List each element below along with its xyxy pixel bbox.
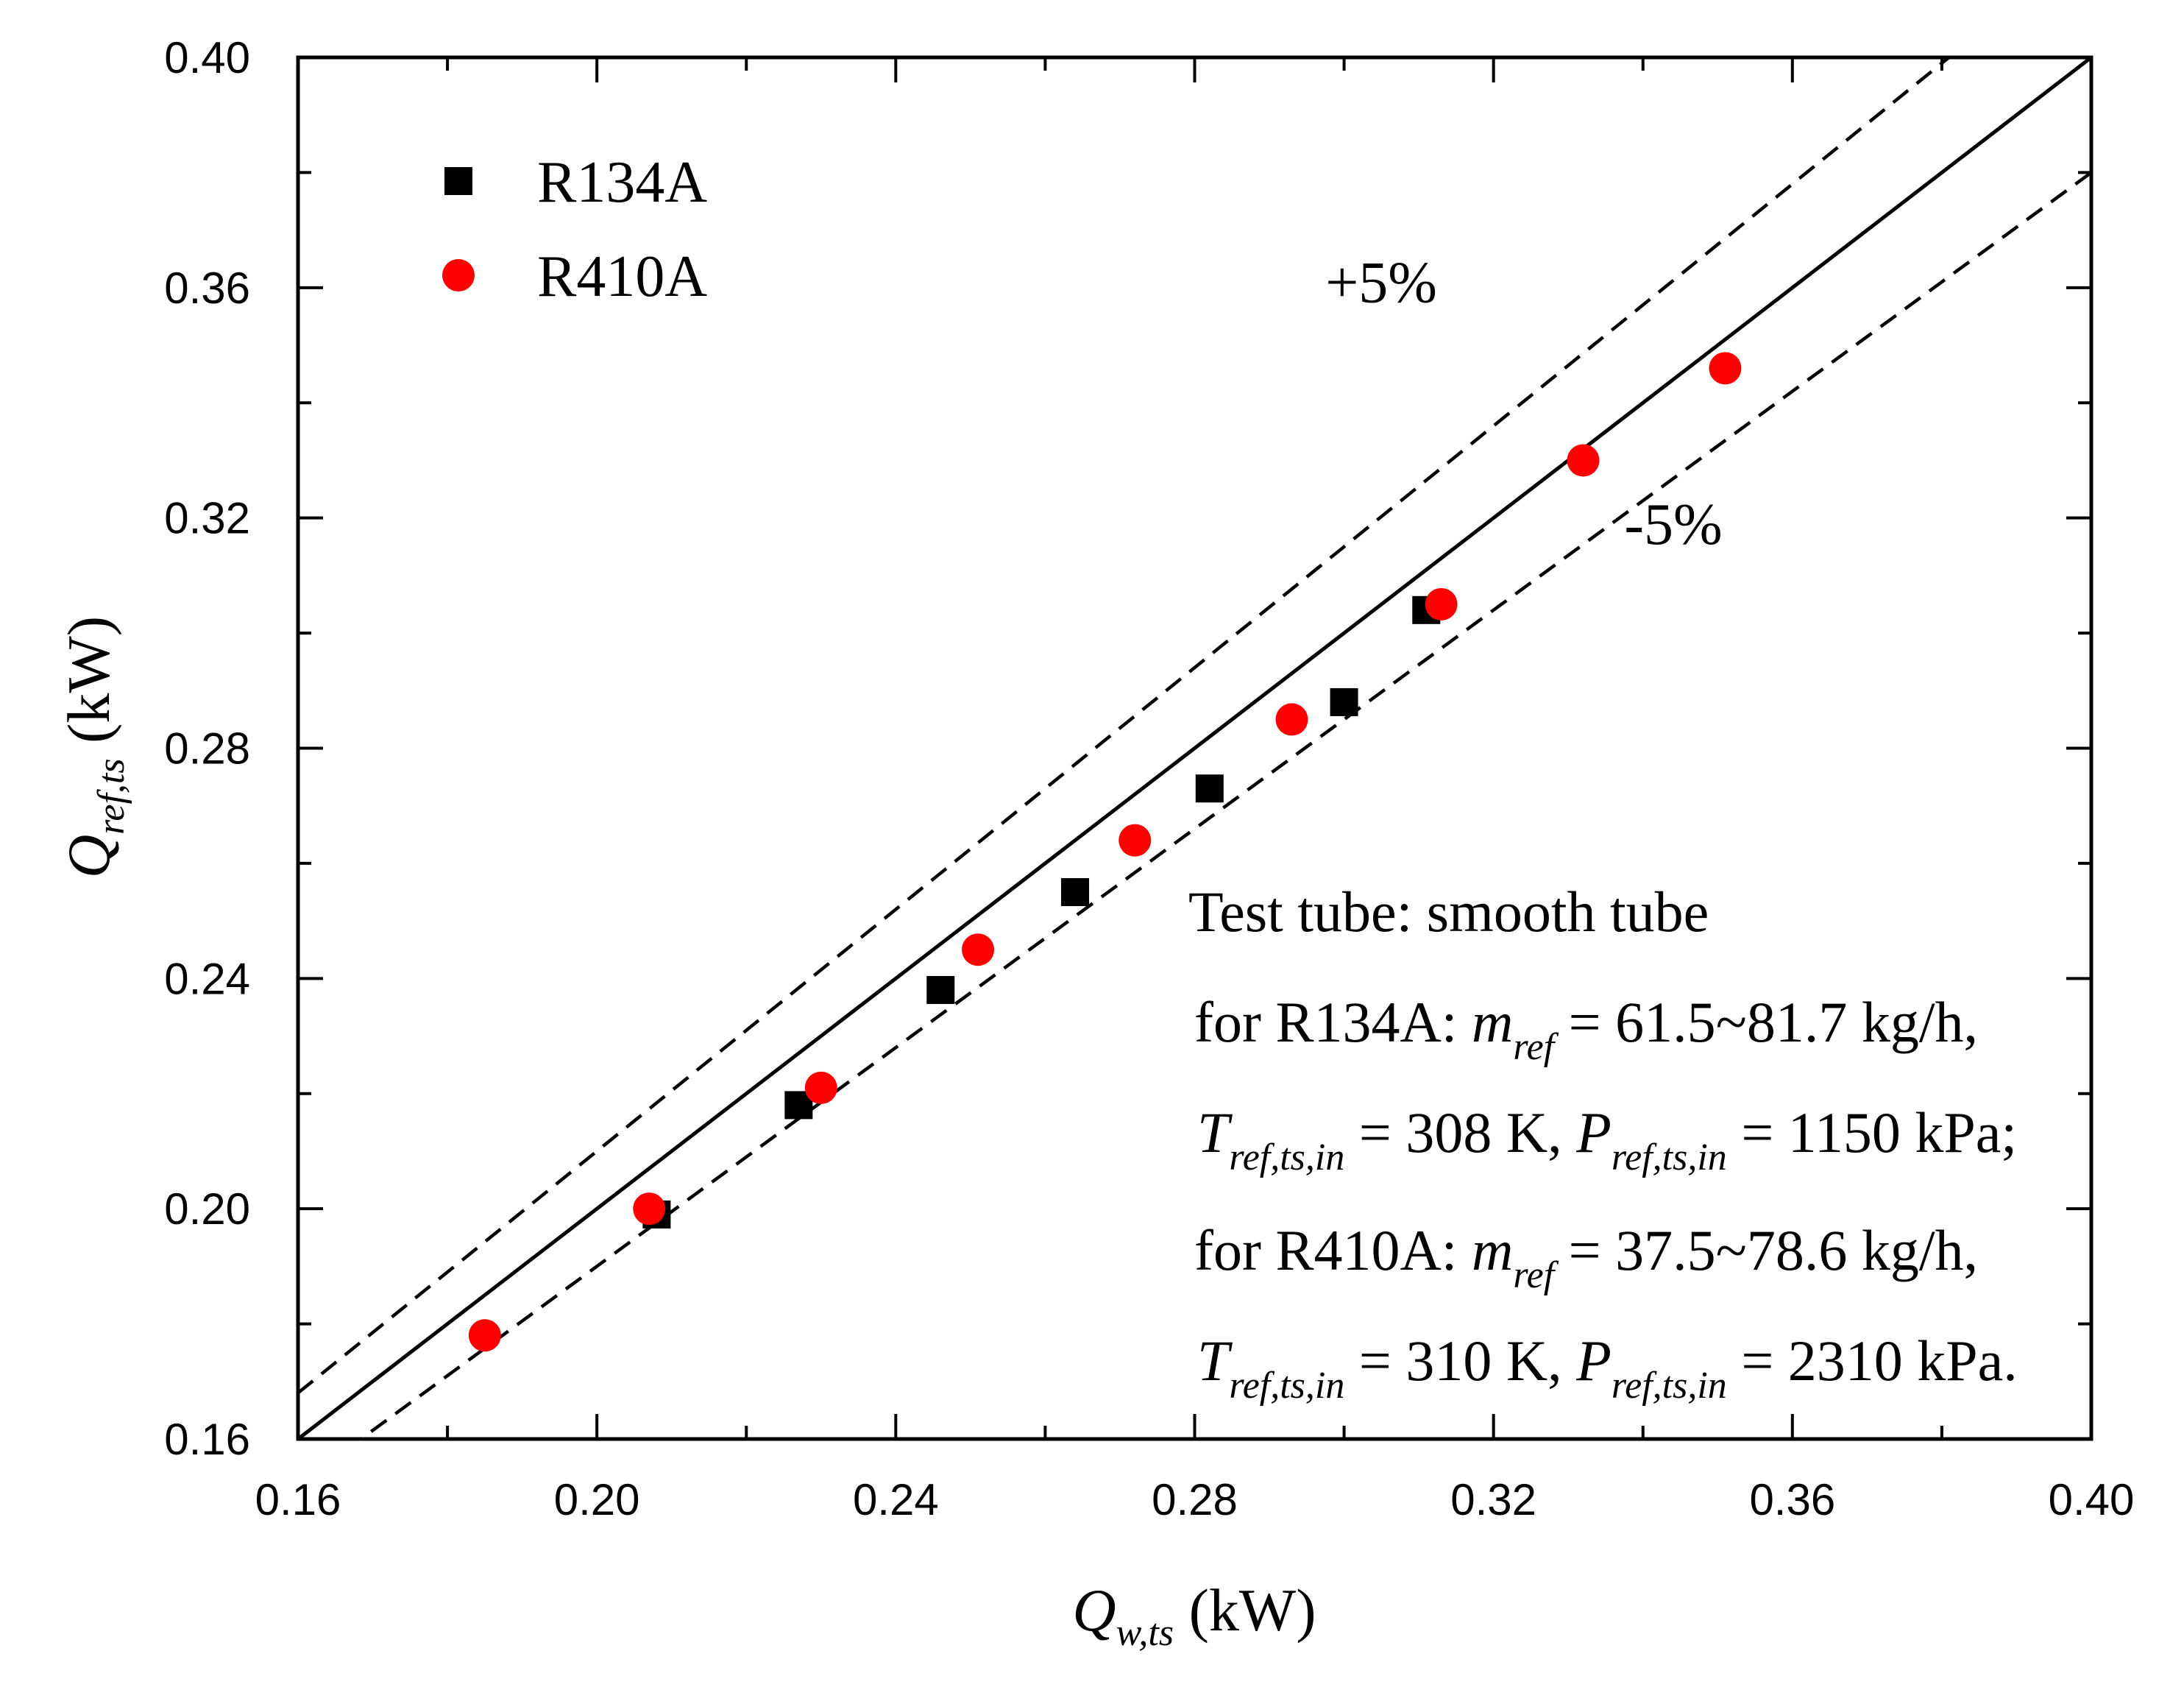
point-r410a xyxy=(1567,444,1600,477)
y-tick-label: 0.40 xyxy=(164,33,250,82)
x-tick-label: 0.20 xyxy=(554,1475,640,1524)
point-r410a xyxy=(962,933,995,966)
y-axis-label: Qref,ts (kW) xyxy=(55,616,132,878)
x-tick-label: 0.16 xyxy=(255,1475,341,1524)
point-r410a xyxy=(633,1192,666,1226)
point-r134a xyxy=(1330,687,1358,716)
point-r134a xyxy=(926,975,955,1004)
y-tick-label: 0.16 xyxy=(164,1415,250,1464)
axis-labels: Qw,ts (kW) Qref,ts (kW) xyxy=(55,616,1316,1654)
reference-line-labels: +5% -5% xyxy=(1325,250,1722,556)
ref-line-label-minus-5: -5% xyxy=(1624,492,1722,557)
legend-label-r410a: R410A xyxy=(537,244,707,309)
y-tick-label: 0.20 xyxy=(164,1184,250,1234)
legend-label-r134a: R134A xyxy=(537,150,707,215)
annotation-line: Tref,ts,in = 308 K, Pref,ts,in = 1150 kP… xyxy=(1197,1100,2017,1178)
annotation-title: Test tube: smooth tube xyxy=(1188,880,1709,944)
point-r134a xyxy=(1061,878,1090,907)
annotation-line: for R410A: mref = 37.5~78.6 kg/h, xyxy=(1194,1218,1978,1296)
x-tick-label: 0.32 xyxy=(1450,1475,1536,1524)
point-r410a xyxy=(1275,703,1308,736)
legend: R134A R410A xyxy=(442,150,707,309)
ref-line-plus-5 xyxy=(298,57,1952,1395)
legend-marker-r134a xyxy=(444,167,472,195)
y-tick-label: 0.24 xyxy=(164,954,250,1003)
ref-line-label-plus-5: +5% xyxy=(1325,250,1437,315)
x-tick-label: 0.28 xyxy=(1152,1475,1238,1524)
x-tick-label: 0.24 xyxy=(853,1475,939,1524)
ref-line-minus-5 xyxy=(358,171,2091,1439)
data-markers xyxy=(468,352,1742,1352)
point-r410a xyxy=(468,1319,501,1352)
x-tick-label: 0.36 xyxy=(1749,1475,1835,1524)
plot-frame xyxy=(296,55,2093,1441)
point-r410a xyxy=(804,1071,837,1104)
x-axis-label: Qw,ts (kW) xyxy=(1072,1577,1316,1654)
point-r134a xyxy=(1195,774,1224,803)
point-r410a xyxy=(1118,824,1152,857)
tick-labels: 0.16 0.20 0.24 0.28 0.32 0.36 0.40 0.16 0.20 0.24… xyxy=(164,33,2134,1524)
y-tick-label: 0.28 xyxy=(164,724,250,774)
x-tick-label: 0.40 xyxy=(2049,1475,2135,1524)
series-r410a xyxy=(468,352,1742,1352)
y-tick-label: 0.36 xyxy=(164,264,250,313)
annotation-line: Tref,ts,in = 310 K, Pref,ts,in = 2310 kP… xyxy=(1197,1329,2018,1407)
annotation-line: for R134A: mref = 61.5~81.7 kg/h, xyxy=(1194,990,1978,1068)
ref-line-identity xyxy=(298,57,2091,1439)
point-r410a xyxy=(1425,587,1458,621)
point-r410a xyxy=(1709,352,1742,385)
reference-lines xyxy=(298,57,2091,1439)
y-tick-label: 0.32 xyxy=(164,494,250,543)
annotation-box: Test tube: smooth tube for R134A: mref = … xyxy=(1188,880,2018,1407)
legend-marker-r410a xyxy=(442,259,475,291)
